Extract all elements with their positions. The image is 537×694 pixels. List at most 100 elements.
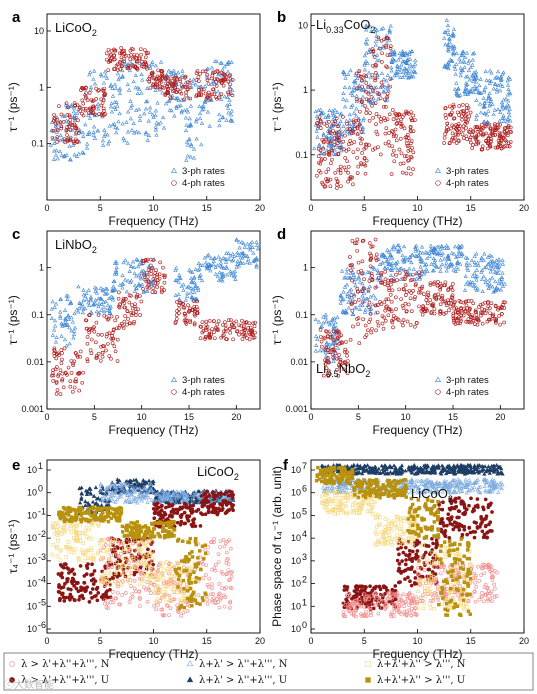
data-point	[490, 263, 496, 268]
data-point	[159, 595, 164, 600]
data-point	[124, 120, 129, 124]
data-point	[110, 336, 115, 341]
data-point	[127, 600, 132, 604]
data-point	[362, 77, 367, 82]
data-point	[409, 139, 414, 143]
data-point	[183, 85, 187, 89]
data-point	[71, 363, 76, 367]
data-point	[136, 272, 142, 277]
data-point	[98, 285, 104, 290]
data-point	[333, 343, 338, 348]
data-point	[335, 329, 339, 334]
data-point	[444, 116, 448, 120]
data-point	[128, 65, 132, 70]
data-point	[66, 540, 71, 544]
data-point	[53, 301, 59, 306]
data-point	[456, 122, 461, 126]
data-point	[221, 333, 226, 337]
data-point	[126, 550, 131, 555]
data-point	[194, 117, 199, 121]
data-point	[389, 65, 394, 70]
data-point	[238, 261, 243, 265]
data-point	[179, 506, 184, 511]
data-point	[209, 81, 214, 86]
data-point	[376, 323, 381, 328]
data-point	[207, 329, 212, 334]
data-point	[466, 105, 471, 110]
data-point	[391, 134, 396, 139]
data-point	[217, 591, 222, 596]
data-point	[434, 249, 440, 254]
data-point	[189, 493, 194, 498]
data-point	[78, 535, 82, 539]
panel-label-a: a	[12, 9, 21, 26]
data-point	[192, 489, 197, 494]
data-point	[117, 87, 122, 92]
data-point	[360, 151, 364, 155]
data-point	[343, 168, 348, 173]
data-point	[493, 304, 498, 309]
data-point	[228, 327, 232, 331]
data-point	[111, 288, 116, 293]
data-point	[184, 139, 190, 144]
data-point	[207, 123, 212, 128]
data-point	[438, 246, 443, 251]
data-point	[336, 138, 341, 142]
data-point	[409, 155, 414, 160]
data-point	[383, 141, 388, 146]
data-point	[352, 279, 357, 284]
data-point	[338, 293, 343, 297]
data-point	[484, 98, 489, 103]
data-point	[454, 318, 459, 322]
data-point	[124, 481, 130, 486]
data-point	[93, 501, 98, 506]
data-point	[184, 157, 189, 162]
data-point	[87, 536, 91, 541]
data-point	[432, 245, 437, 250]
data-point	[231, 337, 235, 342]
data-point	[176, 70, 181, 75]
data-point	[492, 317, 497, 321]
data-point	[109, 314, 114, 319]
data-point	[394, 72, 400, 77]
data-point	[175, 88, 180, 92]
data-point	[114, 130, 119, 135]
data-point	[456, 86, 461, 91]
data-point	[115, 497, 120, 502]
data-point	[459, 319, 463, 323]
data-point	[383, 104, 388, 109]
data-point	[401, 161, 406, 166]
data-point	[100, 499, 106, 504]
data-point	[215, 496, 220, 501]
data-point	[203, 91, 208, 96]
data-point	[394, 295, 398, 300]
data-point	[454, 51, 459, 55]
data-point	[458, 69, 464, 74]
data-point	[65, 314, 71, 319]
data-point	[159, 285, 164, 290]
data-point	[452, 86, 458, 91]
data-point	[192, 274, 197, 279]
data-point	[391, 57, 396, 62]
data-point	[404, 51, 409, 55]
x-axis-label: Frequency (THz)	[108, 423, 198, 437]
data-point	[209, 495, 214, 500]
data-point	[143, 48, 147, 52]
data-point	[374, 129, 379, 134]
data-point	[212, 89, 218, 94]
data-point	[221, 83, 226, 88]
data-point	[174, 317, 179, 321]
data-point	[139, 72, 144, 76]
data-point	[111, 57, 116, 62]
data-point	[96, 301, 102, 306]
data-point	[186, 284, 191, 289]
data-point	[65, 322, 70, 327]
data-point	[374, 85, 379, 90]
data-point	[347, 142, 351, 147]
data-point	[230, 77, 235, 82]
data-point	[228, 112, 234, 117]
data-point	[495, 265, 500, 269]
data-point	[401, 259, 407, 264]
data-point	[217, 112, 222, 117]
